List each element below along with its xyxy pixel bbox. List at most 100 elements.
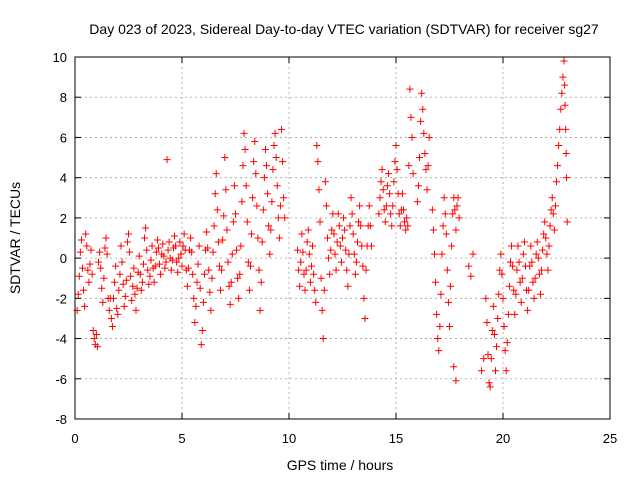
data-point (393, 166, 401, 174)
data-point (206, 288, 214, 296)
data-point (416, 154, 424, 162)
data-point (209, 248, 217, 256)
data-point (171, 232, 179, 240)
data-point (252, 170, 260, 178)
data-point (511, 310, 519, 318)
data-point (560, 57, 568, 65)
data-point (544, 266, 552, 274)
data-point (432, 278, 440, 286)
data-point (76, 248, 84, 256)
data-point (101, 244, 109, 252)
y-tick-label: -2 (55, 291, 67, 306)
data-point (492, 367, 500, 375)
data-point (183, 282, 191, 290)
data-point (448, 242, 456, 250)
data-point (241, 146, 249, 154)
data-point (514, 242, 522, 250)
data-point (424, 162, 432, 170)
data-point (187, 234, 195, 242)
data-point (97, 264, 105, 272)
data-point (111, 278, 119, 286)
data-point (307, 262, 315, 270)
data-point (266, 250, 274, 258)
data-point (265, 222, 273, 230)
data-point (509, 262, 517, 270)
data-point (197, 341, 205, 349)
data-point (153, 236, 161, 244)
data-point (74, 290, 82, 298)
data-point (350, 250, 358, 258)
data-point (493, 343, 501, 351)
data-point (321, 178, 329, 186)
data-point (485, 379, 493, 387)
data-point (75, 272, 83, 280)
data-point (555, 141, 563, 149)
data-point (339, 234, 346, 242)
data-point (379, 186, 387, 194)
data-point (310, 270, 318, 278)
data-point (344, 282, 352, 290)
data-point (563, 174, 571, 182)
data-point (232, 210, 239, 218)
data-point (215, 262, 223, 270)
data-point (189, 270, 197, 278)
data-point (449, 210, 457, 218)
data-point (198, 327, 206, 335)
chart-title: Day 023 of 2023, Sidereal Day-to-day VTE… (89, 21, 599, 37)
data-point (259, 206, 267, 214)
data-point (82, 230, 90, 238)
data-point (175, 254, 183, 262)
data-point (165, 238, 173, 246)
data-point (271, 129, 279, 137)
data-point (347, 194, 355, 202)
data-point (385, 170, 393, 178)
data-point (362, 266, 370, 274)
data-point (227, 278, 235, 286)
data-point (146, 272, 154, 280)
data-point (294, 246, 302, 254)
data-point (380, 206, 388, 214)
data-point (314, 158, 322, 166)
data-point (494, 314, 502, 322)
data-point (558, 89, 566, 97)
data-point (335, 222, 343, 230)
data-point (414, 182, 422, 190)
data-point (505, 282, 513, 290)
data-point (389, 202, 397, 210)
data-point (195, 242, 203, 250)
data-point (119, 280, 127, 288)
data-point (360, 294, 368, 302)
data-point (529, 278, 537, 286)
data-point (326, 270, 334, 278)
data-point (443, 266, 451, 274)
data-point (298, 230, 306, 238)
data-point (110, 294, 118, 302)
data-point (229, 218, 237, 226)
data-point (108, 322, 116, 330)
data-point (501, 347, 509, 355)
data-point (297, 258, 305, 266)
data-point (328, 226, 336, 234)
data-point (167, 266, 175, 274)
data-point (365, 202, 373, 210)
data-point (378, 166, 386, 174)
data-point (388, 222, 396, 230)
data-point (279, 158, 287, 166)
data-point (272, 154, 280, 162)
data-point (409, 170, 417, 178)
data-point (490, 331, 498, 339)
data-point (190, 294, 198, 302)
data-point (500, 322, 508, 330)
data-point (203, 228, 211, 236)
data-point (125, 230, 132, 238)
data-point (180, 230, 188, 238)
data-point (446, 322, 453, 330)
data-point (536, 290, 544, 298)
data-point (398, 190, 406, 198)
data-point (530, 294, 538, 302)
data-point (361, 314, 369, 322)
data-point (497, 250, 505, 258)
data-point (95, 258, 103, 266)
data-point (439, 222, 447, 230)
data-point (351, 270, 359, 278)
